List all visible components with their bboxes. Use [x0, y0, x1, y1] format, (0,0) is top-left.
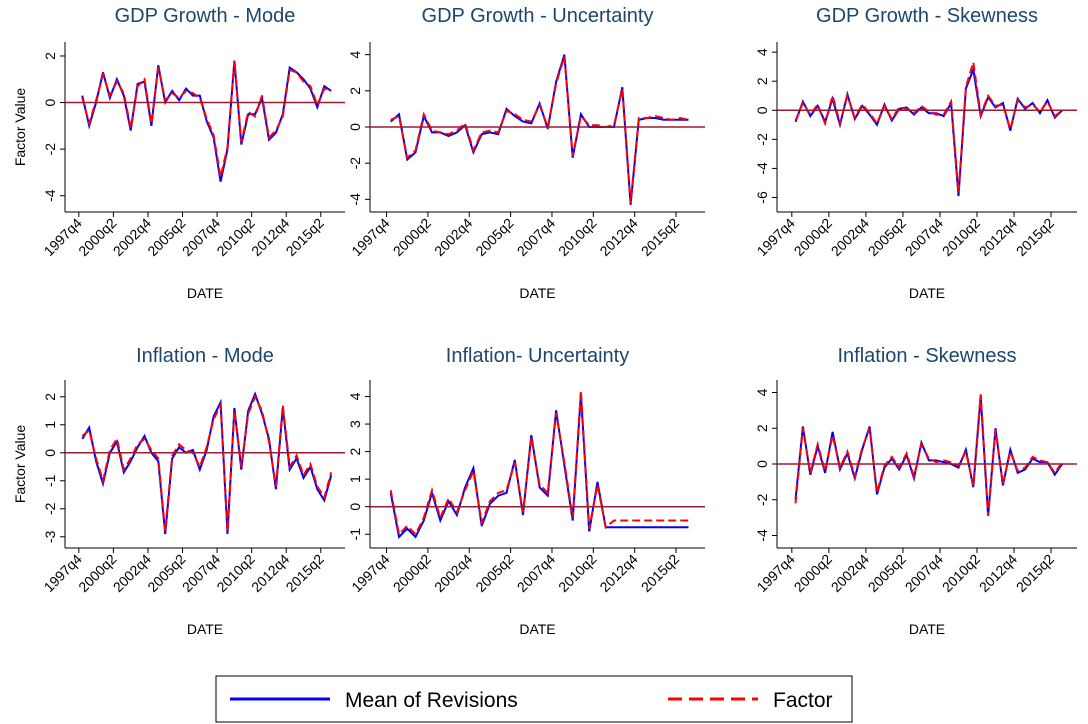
y-tick-label: 4 — [347, 51, 363, 59]
y-tick-label: 4 — [754, 388, 770, 396]
series-line — [390, 56, 689, 204]
y-tick-label: -1 — [347, 528, 363, 541]
x-tick-label: 2015q2 — [638, 551, 682, 595]
x-axis-title: DATE — [519, 285, 555, 301]
x-axis-title: DATE — [187, 285, 223, 301]
y-tick-label: 0 — [42, 98, 58, 106]
y-tick-label: 0 — [347, 123, 363, 131]
x-tick-label: 2005q2 — [865, 215, 909, 259]
x-tick-label: 2007q4 — [514, 551, 558, 595]
x-tick-label: 2002q4 — [828, 215, 872, 259]
y-tick-label: 0 — [347, 503, 363, 511]
y-tick-label: 3 — [347, 420, 363, 428]
chart-title: GDP Growth - Skewness — [816, 5, 1038, 27]
x-tick-label: 1997q4 — [754, 551, 798, 595]
y-tick-label: 4 — [347, 392, 363, 400]
y-tick-label: 2 — [754, 77, 770, 85]
y-tick-label: 4 — [754, 48, 770, 56]
series-line — [389, 393, 689, 540]
x-tick-label: 2000q2 — [390, 215, 434, 259]
x-tick-label: 2010q2 — [555, 215, 599, 259]
x-tick-label: 2002q4 — [828, 551, 872, 595]
x-tick-label: 2000q2 — [791, 215, 835, 259]
chart-title: Inflation - Skewness — [838, 345, 1017, 367]
y-tick-label: 2 — [347, 448, 363, 456]
y-tick-label: 2 — [347, 87, 363, 95]
x-tick-label: 2007q4 — [514, 215, 558, 259]
x-tick-label: 2005q2 — [472, 551, 516, 595]
y-tick-label: -2 — [347, 157, 363, 170]
x-tick-label: 2010q2 — [939, 215, 983, 259]
legend-label: Mean of Revisions — [345, 689, 518, 712]
x-tick-label: 2015q2 — [283, 551, 327, 595]
chart-title: Inflation- Uncertainty — [446, 345, 629, 367]
y-axis-title: Factor Value — [12, 88, 28, 167]
x-tick-label: 2000q2 — [791, 551, 835, 595]
x-tick-label: 2007q4 — [902, 215, 946, 259]
x-tick-label: 2015q2 — [638, 215, 682, 259]
x-tick-label: 2005q2 — [472, 215, 516, 259]
chart-title: Inflation - Mode — [136, 345, 274, 367]
series-line — [794, 62, 1063, 194]
x-tick-label: 2015q2 — [1013, 215, 1057, 259]
x-axis-title: DATE — [909, 285, 945, 301]
series-line — [794, 65, 1063, 197]
x-tick-label: 2012q4 — [596, 215, 640, 259]
x-tick-label: 2012q4 — [596, 551, 640, 595]
x-tick-label: 2010q2 — [555, 551, 599, 595]
y-tick-label: -6 — [754, 191, 770, 204]
x-tick-label: 2002q4 — [431, 215, 475, 259]
x-tick-label: 2015q2 — [283, 215, 327, 259]
x-tick-label: 1997q4 — [348, 215, 392, 259]
series-line — [81, 391, 333, 535]
series-line — [389, 390, 689, 537]
y-tick-label: -4 — [42, 189, 58, 202]
y-tick-label: 2 — [754, 424, 770, 432]
x-tick-label: 2012q4 — [976, 551, 1020, 595]
y-tick-label: 0 — [754, 460, 770, 468]
x-tick-label: 2000q2 — [390, 551, 434, 595]
y-tick-label: 0 — [754, 106, 770, 114]
legend-label: Factor — [773, 689, 833, 712]
x-tick-label: 2005q2 — [865, 551, 909, 595]
x-tick-label: 2002q4 — [431, 551, 475, 595]
y-tick-label: -4 — [347, 193, 363, 206]
chart-title: GDP Growth - Uncertainty — [422, 5, 654, 27]
y-tick-label: -4 — [754, 162, 770, 175]
y-tick-label: 2 — [42, 52, 58, 60]
y-tick-label: 1 — [42, 421, 58, 429]
x-axis-title: DATE — [187, 621, 223, 637]
y-tick-label: -3 — [42, 530, 58, 543]
chart-title: GDP Growth - Mode — [115, 5, 296, 27]
y-tick-label: -1 — [42, 474, 58, 487]
x-axis-title: DATE — [909, 621, 945, 637]
y-tick-label: 1 — [347, 475, 363, 483]
x-tick-label: 2010q2 — [939, 551, 983, 595]
y-tick-label: -2 — [754, 493, 770, 506]
series-line — [794, 396, 1064, 516]
x-tick-label: 2012q4 — [976, 215, 1020, 259]
series-line — [81, 60, 332, 182]
y-tick-label: -2 — [754, 133, 770, 146]
series-line — [794, 394, 1064, 516]
series-line — [81, 60, 332, 178]
x-axis-title: DATE — [519, 621, 555, 637]
x-tick-label: 1997q4 — [348, 551, 392, 595]
x-tick-label: 1997q4 — [754, 215, 798, 259]
y-tick-label: -2 — [42, 143, 58, 156]
series-line — [81, 394, 333, 532]
series-line — [390, 54, 689, 205]
x-tick-label: 2015q2 — [1013, 551, 1057, 595]
y-tick-label: 0 — [42, 449, 58, 457]
y-tick-label: -2 — [42, 502, 58, 515]
y-axis-title: Factor Value — [12, 425, 28, 504]
y-tick-label: 2 — [42, 393, 58, 401]
y-tick-label: -4 — [754, 529, 770, 542]
x-tick-label: 2007q4 — [902, 551, 946, 595]
